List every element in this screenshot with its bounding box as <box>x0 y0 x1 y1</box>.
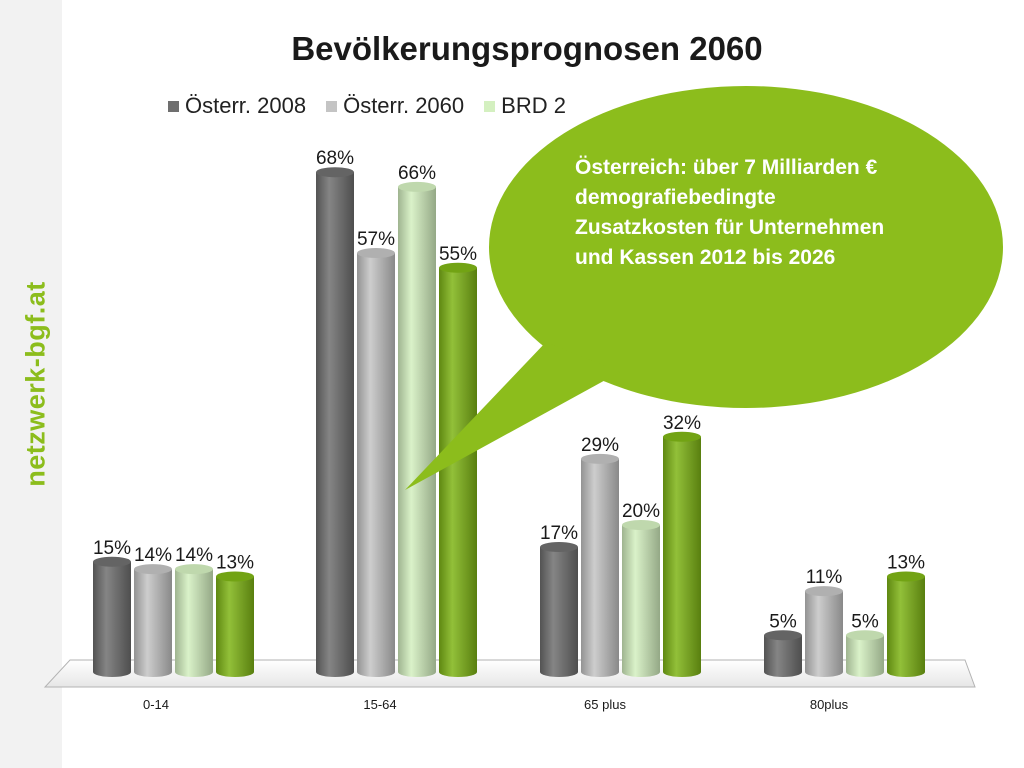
bar-body <box>439 267 477 677</box>
legend-item-oesterr-2060: Österr. 2060 <box>326 93 464 119</box>
data-label: 57% <box>357 229 395 250</box>
bar-cap <box>622 520 660 530</box>
legend-swatch-icon <box>326 100 338 112</box>
bar-cap <box>805 586 843 597</box>
bar-body <box>887 576 925 677</box>
side-strip: netzwerk-bgf.at <box>0 0 62 768</box>
data-label: 14% <box>134 545 172 566</box>
bar <box>663 431 701 677</box>
bars-layer <box>93 167 925 678</box>
bar-cap <box>439 262 477 273</box>
bar <box>316 167 354 677</box>
bar-cap <box>134 564 172 575</box>
legend-item-oesterr-2008: Österr. 2008 <box>168 93 306 119</box>
data-label: 5% <box>851 611 879 632</box>
data-label: 29% <box>581 435 619 456</box>
bar-cap <box>846 630 884 641</box>
bar <box>216 571 254 677</box>
bar-cap <box>357 248 395 259</box>
bar <box>93 556 131 677</box>
bar <box>622 520 660 677</box>
data-label: 32% <box>663 413 701 434</box>
bar-body <box>216 576 254 677</box>
data-label: 5% <box>769 611 797 632</box>
bar <box>764 630 802 677</box>
x-tick-label: 80plus <box>810 697 849 712</box>
bar-cap <box>540 542 578 553</box>
chart-legend: Österr. 2008 Österr. 2060 BRD 2 <box>168 93 566 119</box>
bar-body <box>622 525 660 677</box>
data-label: 68% <box>316 148 354 169</box>
bar-cap <box>398 181 436 192</box>
bar-cap <box>887 571 925 582</box>
bar <box>805 586 843 677</box>
bar-body <box>398 186 436 677</box>
bar-body <box>581 458 619 677</box>
callout-text: Österreich: über 7 Milliarden € demograf… <box>575 156 885 269</box>
bar <box>134 564 172 677</box>
bar-cap <box>764 630 802 641</box>
data-label: 55% <box>439 244 477 265</box>
bar-cap <box>581 453 619 464</box>
data-label: 13% <box>216 552 254 573</box>
data-label: 66% <box>398 163 436 184</box>
bar-cap <box>316 167 354 178</box>
bar <box>887 571 925 677</box>
x-tick-label: 65 plus <box>584 697 626 712</box>
bar <box>540 542 578 677</box>
bar <box>357 248 395 678</box>
legend-label: BRD 2 <box>501 93 566 118</box>
bar <box>439 262 477 677</box>
data-label: 15% <box>93 538 131 559</box>
bar-body <box>134 569 172 677</box>
bar-body <box>93 561 131 677</box>
legend-label: Österr. 2060 <box>343 93 465 118</box>
callout-tail <box>405 342 620 490</box>
bar-cap <box>175 564 213 575</box>
data-label: 11% <box>806 567 843 588</box>
x-tick-labels-layer: 0-14 15-64 65 plus 80plus <box>143 697 849 712</box>
data-label: 20% <box>622 501 660 522</box>
x-tick-label: 15-64 <box>363 697 396 712</box>
bar-body <box>764 635 802 677</box>
bar-cap <box>216 571 254 582</box>
x-tick-label: 0-14 <box>143 697 169 712</box>
bar <box>175 564 213 677</box>
callout-ellipse <box>489 86 1003 408</box>
bar-body <box>175 569 213 677</box>
value-labels-layer: 15% 14% 14% 13%68%57%66%55%17%29%20%32%5%11… <box>93 148 925 632</box>
bar <box>398 181 436 677</box>
bar-body <box>846 635 884 677</box>
data-label: 17% <box>540 523 578 544</box>
data-label: 13% <box>887 552 925 573</box>
bar-body <box>663 436 701 677</box>
bar-cap <box>663 431 701 442</box>
legend-swatch-icon <box>484 100 496 112</box>
legend-label: Österr. 2008 <box>185 93 307 118</box>
bar-body <box>540 547 578 677</box>
bar-body <box>805 591 843 677</box>
legend-item-brd: BRD 2 <box>484 93 566 119</box>
data-label: 14% <box>175 545 213 566</box>
bar <box>581 453 619 677</box>
bar-cap <box>93 556 131 567</box>
chart-title: Bevölkerungsprognosen 2060 <box>291 30 763 67</box>
legend-swatch-icon <box>168 100 179 112</box>
callout-bubble <box>405 86 1003 490</box>
bar-body <box>357 253 395 678</box>
bar <box>846 630 884 677</box>
bar-body <box>316 172 354 677</box>
